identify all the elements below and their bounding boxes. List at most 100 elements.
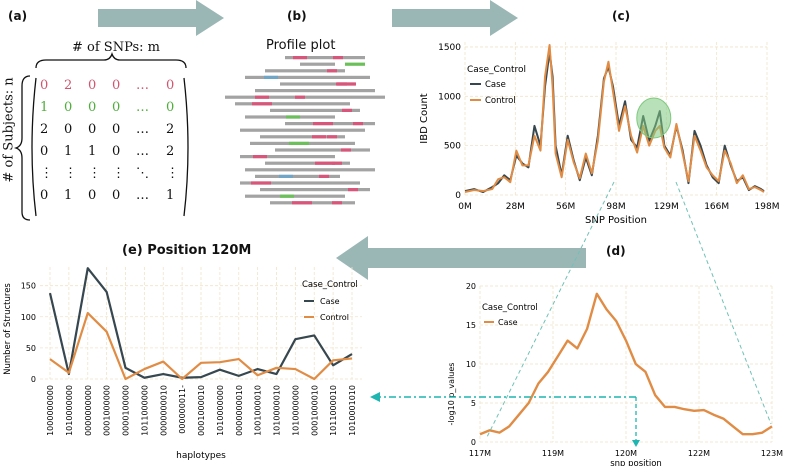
matrix-cell: 0 <box>40 78 49 93</box>
y-tick-label: 150 <box>21 282 36 291</box>
legend-label: Control <box>320 313 349 322</box>
y-axis-label: -log10 p_values <box>447 363 456 426</box>
y-tick-label: 1500 <box>438 43 461 53</box>
matrix-cell: 0 <box>88 122 97 137</box>
left-paren <box>31 77 37 217</box>
matrix-cell: 0 <box>40 188 49 203</box>
profile-highlight <box>280 194 294 198</box>
y-tick-label: 500 <box>444 142 461 152</box>
profile-highlight <box>295 95 305 99</box>
matrix-cell: 1 <box>40 100 49 115</box>
x-tick-label: 0001000010 <box>197 385 206 436</box>
top-brace <box>35 52 187 69</box>
matrix-cell: 2 <box>166 122 175 137</box>
matrix-cell: ⋮ <box>112 166 125 181</box>
x-tick-label: 120M <box>615 449 637 458</box>
legend-label: Case <box>485 80 506 90</box>
ibd-count-chart: 0 500 1000 1500 0M 28M 56M 98M 129M 166M 198M SNP P… <box>419 42 780 226</box>
x-tick-label: 1001000010 <box>254 385 263 436</box>
y-tick-label: 10 <box>466 360 476 369</box>
x-tick-label: 1010000000 <box>216 385 225 436</box>
y-tick-label: 0 <box>31 375 36 384</box>
left-brace <box>13 75 31 221</box>
matrix-cell: 0 <box>88 78 97 93</box>
profile-highlight <box>286 115 300 119</box>
profile-segment <box>275 148 370 152</box>
matrix-cell: 2 <box>64 78 73 93</box>
panel-b-label: (b) <box>287 9 307 23</box>
profile-highlight <box>251 181 271 185</box>
profile-highlight <box>341 148 351 152</box>
x-tick-label: 1011000010 <box>329 385 338 436</box>
matrix-cell: ⋮ <box>88 166 101 181</box>
matrix-cell: ⋮ <box>40 166 53 181</box>
x-tick-label: 0000100000 <box>122 385 131 436</box>
x-tick-label: 122M <box>688 449 710 458</box>
x-tick-label: 198M <box>755 202 780 212</box>
x-tick-label: 0000000010 <box>235 385 244 436</box>
x-tick-label: 0000000000 <box>84 385 93 436</box>
profile-highlight <box>327 69 337 73</box>
x-tick-label: 119M <box>542 449 564 458</box>
matrix-cell: 0 <box>112 122 121 137</box>
x-tick-label: 1010000000 <box>291 385 300 436</box>
matrix-cell: 0 <box>112 100 121 115</box>
x-tick-label: 1011000000 <box>140 385 149 436</box>
x-axis-label: snp position <box>610 459 662 466</box>
profile-segment <box>270 108 360 112</box>
matrix-cell: … <box>136 188 149 203</box>
matrix-cell: 0 <box>40 144 49 159</box>
profile-segment <box>280 82 355 86</box>
matrix-cell: 2 <box>40 122 49 137</box>
profile-highlight <box>292 201 312 205</box>
arrow-d-to-e <box>336 236 586 280</box>
x-tick-label: 1000000000 <box>46 385 55 436</box>
snps-label: # of SNPs: m <box>72 40 160 55</box>
profile-highlight <box>353 122 363 126</box>
profile-highlight <box>342 108 352 112</box>
profile-segment <box>235 102 350 106</box>
profile-segment <box>265 69 345 73</box>
profile-plot <box>225 56 385 205</box>
profile-highlight <box>348 188 358 192</box>
matrix-cell: 1 <box>64 188 73 203</box>
profile-highlight <box>279 174 293 178</box>
x-tick-label: 0M <box>458 202 472 212</box>
series-line-case <box>48 267 353 379</box>
matrix-cell: … <box>136 122 149 137</box>
matrix-cell: 0 <box>166 100 175 115</box>
profile-highlight <box>313 122 333 126</box>
profile-segment <box>240 181 360 185</box>
profile-segment <box>255 89 375 93</box>
profile-highlight <box>337 82 347 86</box>
panel-d-label: (d) <box>606 244 626 258</box>
y-axis-label: IBD Count <box>419 93 430 143</box>
profile-segment <box>260 135 345 139</box>
matrix-cell: 2 <box>166 144 175 159</box>
panel-c-label: (c) <box>612 9 631 23</box>
x-tick-label: 1010001010 <box>348 385 357 436</box>
right-paren <box>183 77 189 217</box>
profile-highlight <box>333 56 343 60</box>
y-tick-label: 50 <box>26 344 36 353</box>
profile-highlight <box>255 95 269 99</box>
matrix-cell: 0 <box>112 144 121 159</box>
x-tick-label: 1010000000 <box>65 385 74 436</box>
profile-highlight <box>315 161 335 165</box>
y-tick-label: 100 <box>21 313 36 322</box>
matrix-cell: 1 <box>64 144 73 159</box>
x-tick-label: 166M <box>704 202 729 212</box>
y-tick-label: 5 <box>471 399 476 408</box>
x-tick-label: 129M <box>654 202 679 212</box>
legend-label: Case <box>498 318 518 327</box>
profile-highlight <box>319 174 329 178</box>
panel-a-label: (a) <box>8 9 28 23</box>
matrix-cell: 1 <box>166 188 175 203</box>
x-tick-label: 0001000010 <box>310 385 319 436</box>
x-tick-label: 0000000010 <box>159 385 168 436</box>
matrix-cell: ⋱ <box>136 166 149 181</box>
profile-highlight <box>345 62 365 66</box>
matrix-cell: 0 <box>64 122 73 137</box>
x-tick-label: 28M <box>506 202 525 212</box>
